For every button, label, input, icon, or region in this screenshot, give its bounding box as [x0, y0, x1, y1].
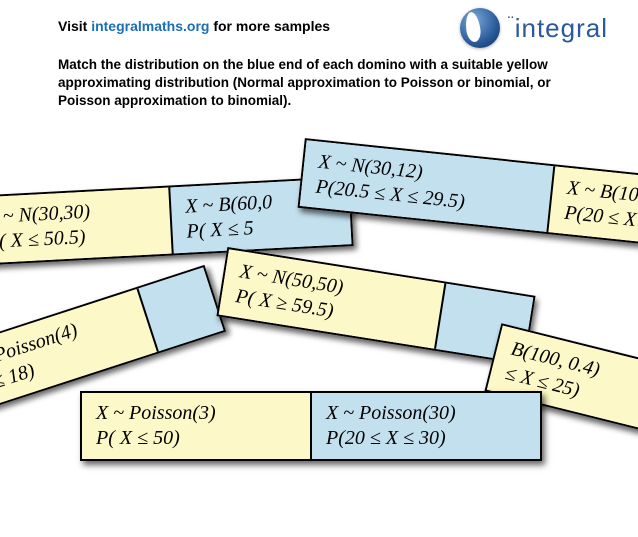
domino-half-yellow: X ~ N(30,30)P( X ≤ 50.5) — [0, 187, 172, 263]
logo-text: ¨integral — [508, 13, 608, 44]
distribution-line: X ~ Poisson(3) — [96, 401, 296, 426]
logo: ¨integral — [460, 8, 608, 48]
domino-half-yellow: X ~ N(50,50)P( X ≥ 59.5) — [219, 249, 445, 348]
instructions: Match the distribution on the blue end o… — [0, 46, 638, 121]
distribution-line: X ~ Poisson(30) — [326, 401, 526, 426]
visit-prefix: Visit — [58, 18, 91, 34]
distribution-line — [162, 303, 200, 315]
header: Visit integralmaths.org for more samples… — [0, 0, 638, 46]
domino[interactable]: X ~ Poisson(3)P( X ≤ 50)X ~ Poisson(30)P… — [80, 391, 542, 461]
visit-suffix: for more samples — [209, 18, 330, 34]
probability-line — [162, 303, 200, 315]
probability-line: P(20 ≤ X ≤ 30) — [326, 426, 526, 451]
domino-half-yellow: X ~ Poisson(3)P( X ≤ 50) — [82, 393, 310, 459]
domino-half-blue: X ~ Poisson(30)P(20 ≤ X ≤ 30) — [310, 393, 540, 459]
logo-icon — [460, 8, 500, 48]
site-link[interactable]: integralmaths.org — [91, 18, 209, 34]
domino-half-yellow: X ~ B(100,0P(20 ≤ X ≤ 25 — [546, 166, 638, 251]
domino-pile: X ~ N(30,30)P( X ≤ 50.5)X ~ B(60,0P( X ≤… — [0, 121, 638, 491]
probability-line: P(20 ≤ X ≤ 25 — [563, 200, 638, 242]
probability-line: P( X ≤ 50) — [96, 426, 296, 451]
domino[interactable]: X ~ N(50,50)P( X ≥ 59.5) — [216, 247, 535, 365]
